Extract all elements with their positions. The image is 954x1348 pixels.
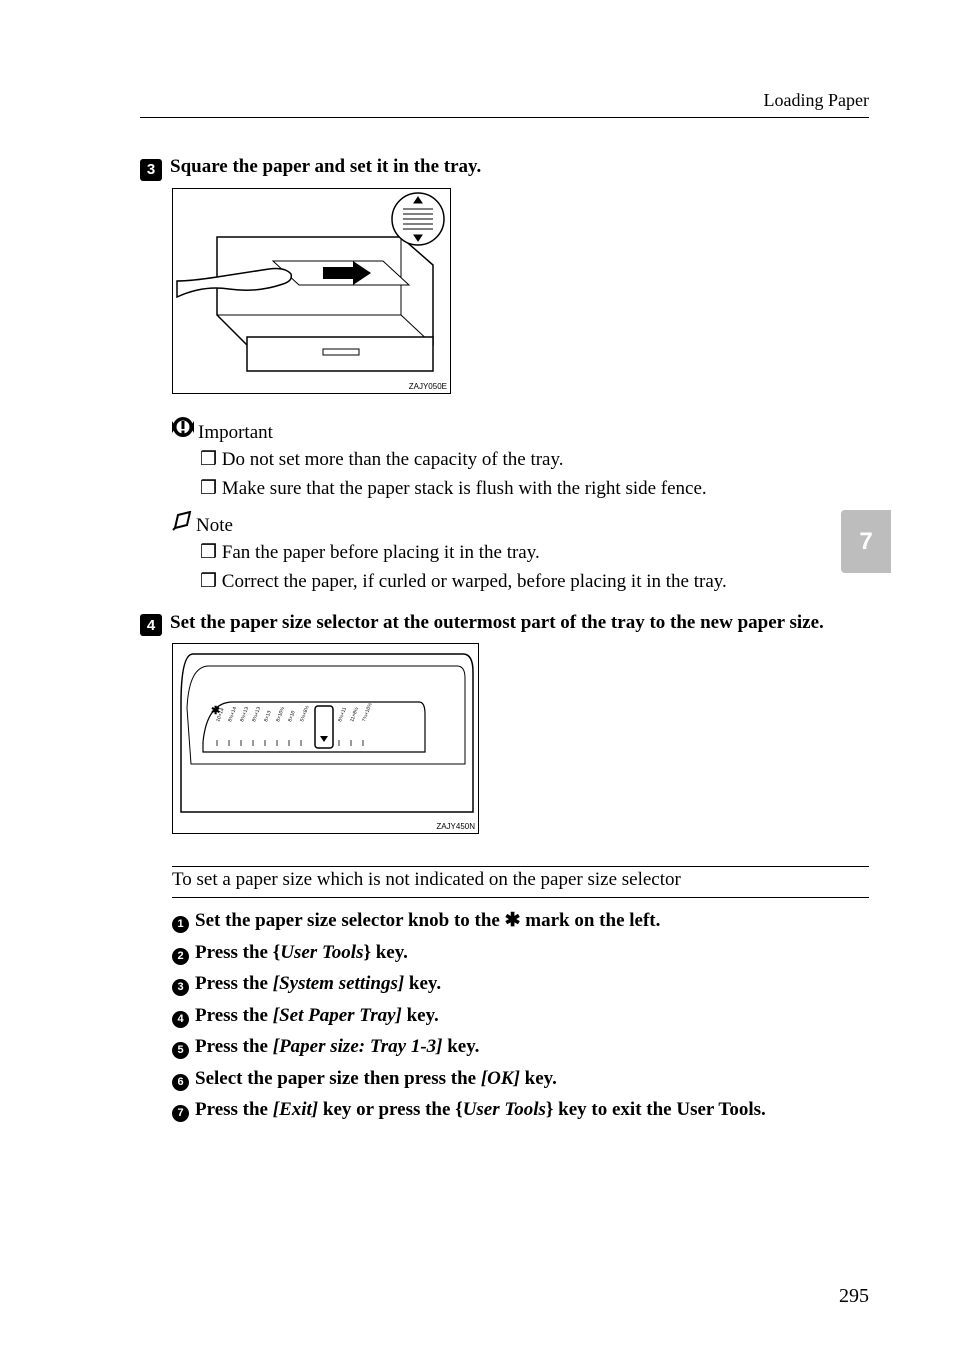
page-number: 295 — [839, 1285, 869, 1308]
callout-rule-top — [172, 866, 869, 867]
figure-size-selector: 10×14 8½×14 8½×13 8¼×13 8×13 8×10½ 8×10 … — [172, 643, 479, 834]
header-rule — [140, 117, 869, 118]
callout-num-6: 6 — [172, 1074, 189, 1091]
callout-title: To set a paper size which is not indicat… — [172, 869, 869, 891]
important-icon — [172, 416, 194, 438]
note-heading: Note — [196, 515, 233, 536]
star-icon: ✱ — [505, 910, 521, 931]
callout-rule-bottom — [172, 897, 869, 898]
step-4-badge: 4 — [140, 614, 162, 636]
callout-num-3: 3 — [172, 979, 189, 996]
important-heading: Important — [198, 422, 273, 443]
step-4-text: Set the paper size selector at the outer… — [170, 610, 824, 636]
callout-num-2: 2 — [172, 948, 189, 965]
figure2-code: ZAJY450N — [173, 822, 478, 833]
callout-num-7: 7 — [172, 1105, 189, 1122]
step-3-badge: 3 — [140, 159, 162, 181]
figure1-code: ZAJY050E — [173, 382, 450, 393]
callout-list: 1 Set the paper size selector knob to th… — [172, 906, 869, 1124]
step-3-text: Square the paper and set it in the tray. — [170, 154, 481, 180]
callout-num-4: 4 — [172, 1011, 189, 1028]
callout-num-5: 5 — [172, 1042, 189, 1059]
callout-num-1: 1 — [172, 916, 189, 933]
important-item-1: ❒ Do not set more than the capacity of t… — [200, 446, 869, 474]
page-title: Loading Paper — [140, 90, 869, 111]
note-icon — [172, 511, 192, 531]
note-item-1: ❒ Fan the paper before placing it in the… — [200, 539, 869, 567]
section-tab: 7 — [841, 510, 891, 573]
figure-tray-load: ZAJY050E — [172, 188, 451, 394]
svg-text:✱: ✱ — [211, 705, 220, 717]
note-item-2: ❒ Correct the paper, if curled or warped… — [200, 568, 869, 596]
important-item-2: ❒ Make sure that the paper stack is flus… — [200, 475, 869, 503]
